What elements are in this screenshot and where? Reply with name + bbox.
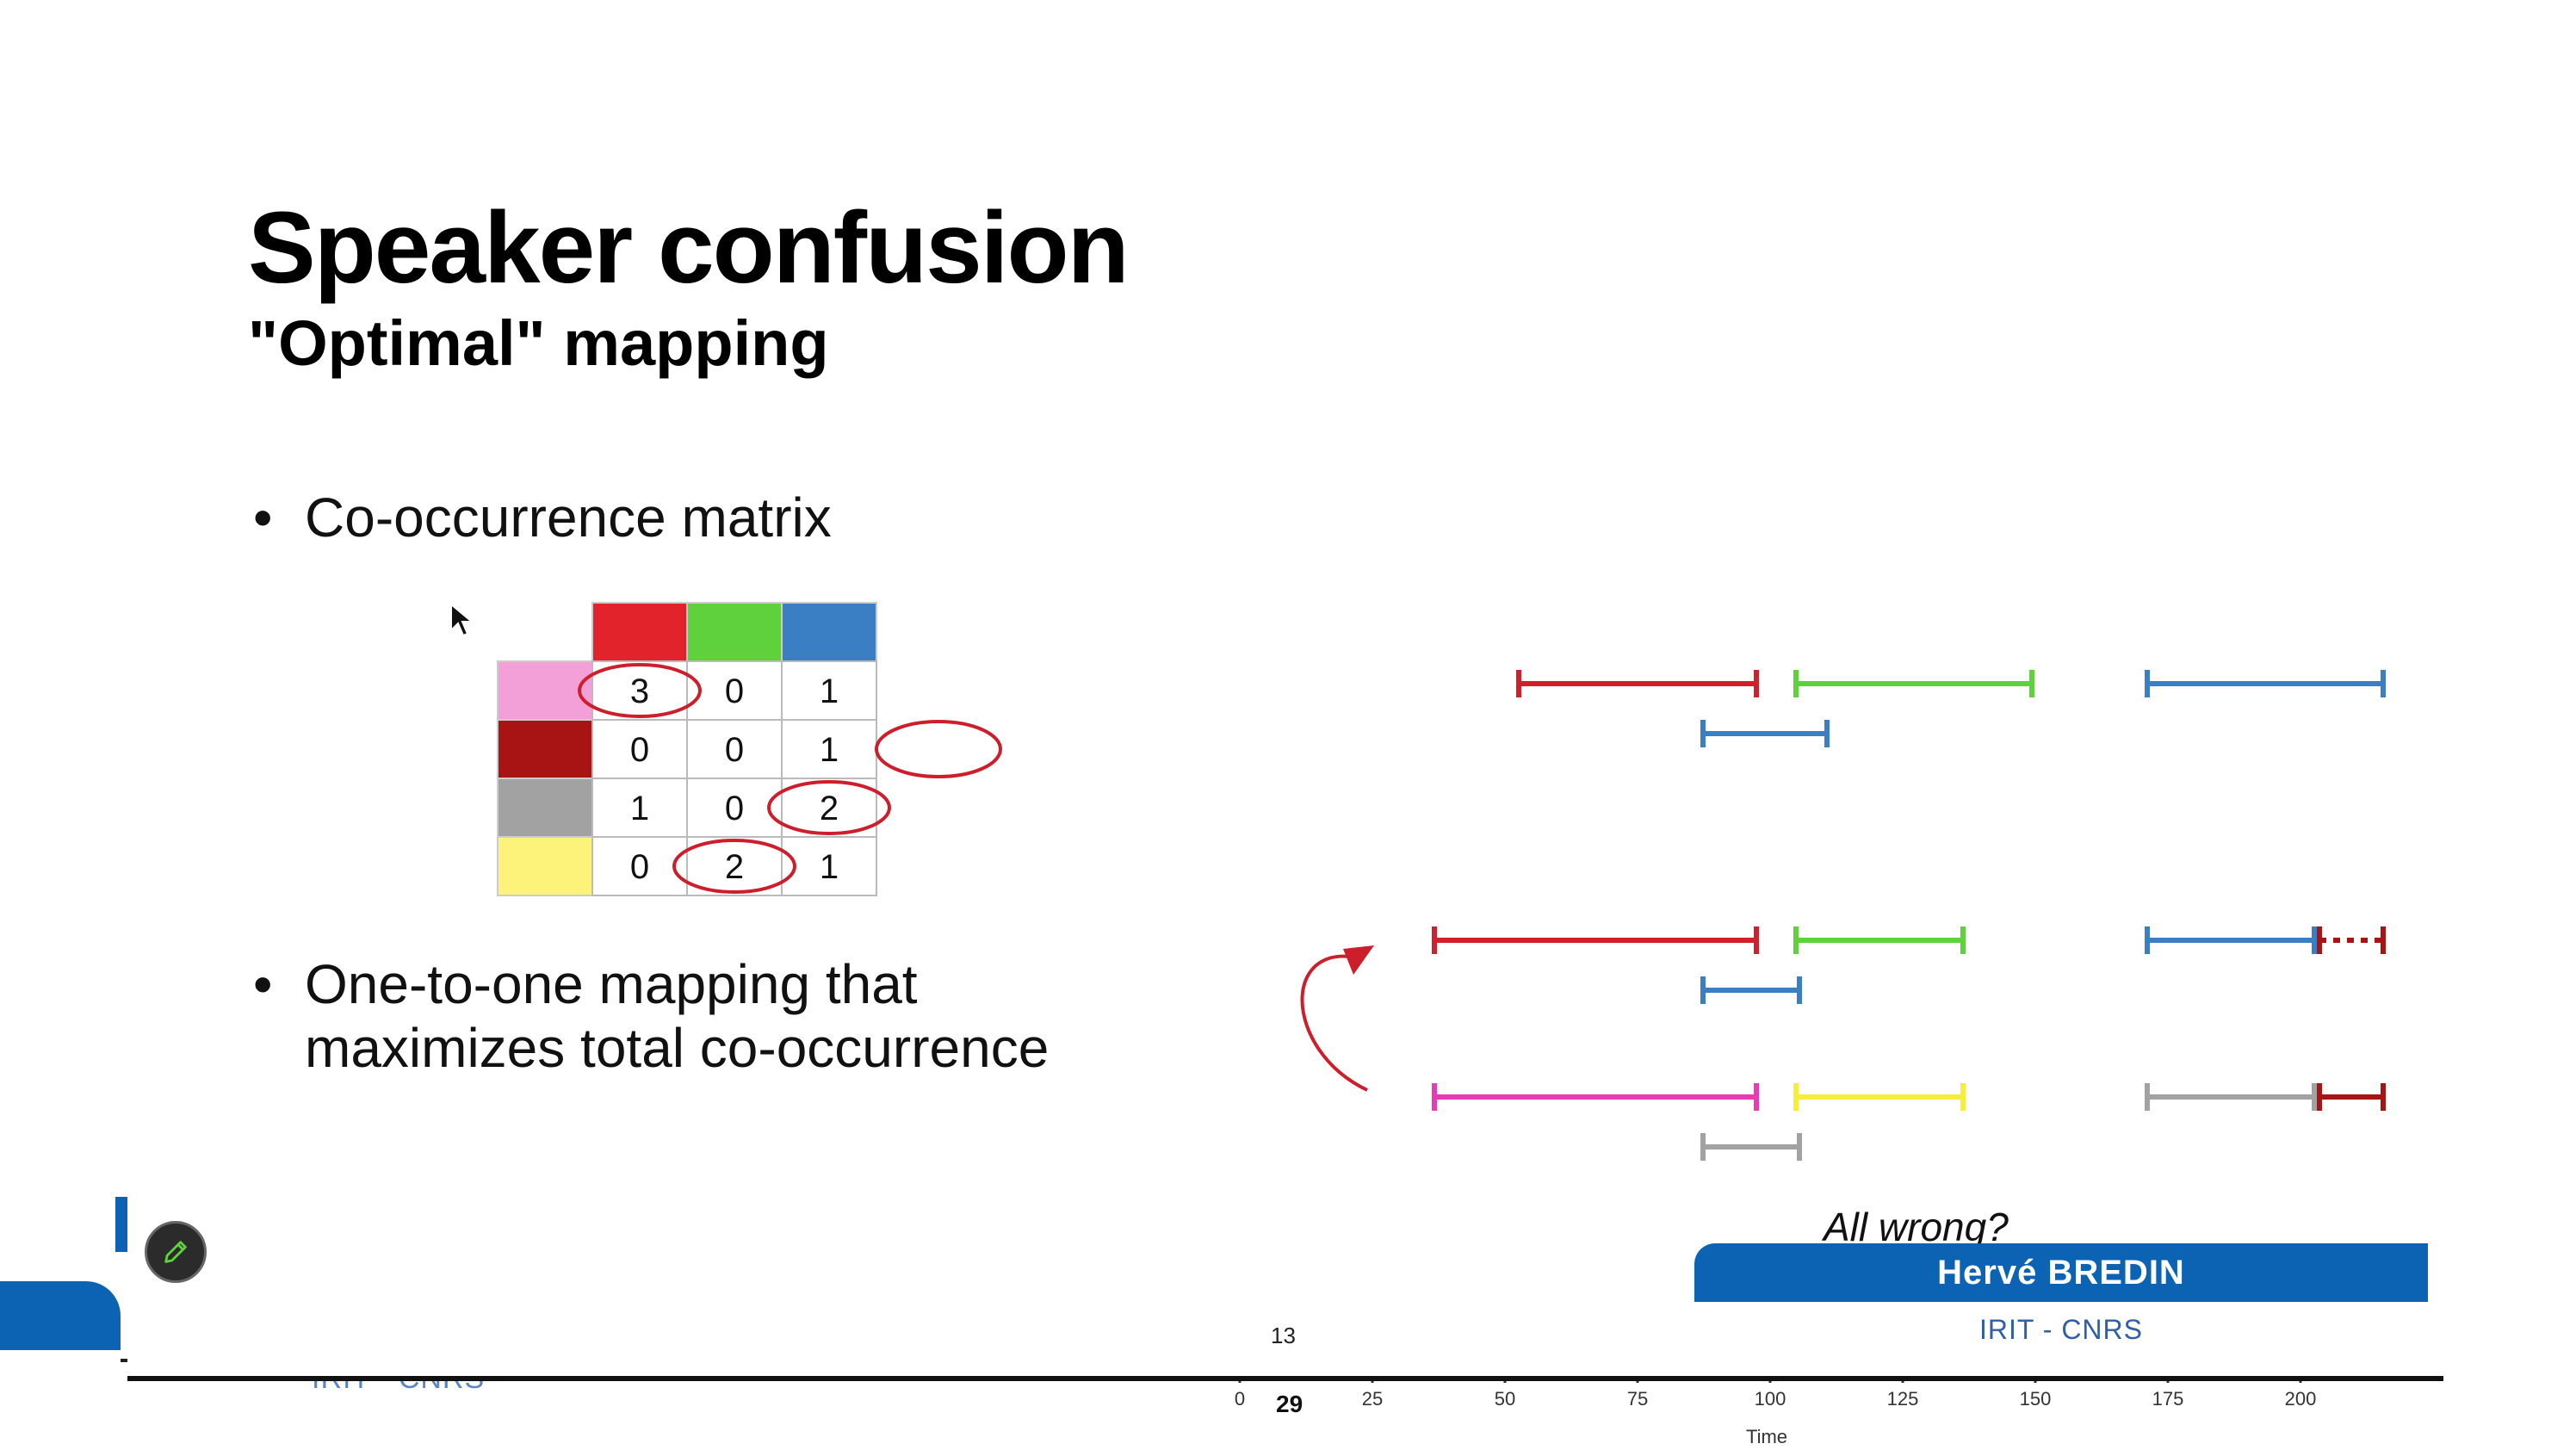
- matrix-highlight-circle: [767, 780, 891, 835]
- bullet-line-2: maximizes total co-occurrence: [305, 1017, 1050, 1079]
- bullet-one-to-one: • One-to-one mapping that maximizes tota…: [253, 952, 1050, 1080]
- segment-darkred-dotted: [2317, 926, 2386, 954]
- segment-red-ref: [1516, 670, 1759, 697]
- matrix-row-header: [497, 660, 593, 721]
- axis-tick-label: 125: [1887, 1388, 1919, 1410]
- co-occurrence-matrix: 3 0 1 0 0 1 1 0 2 0 2 1: [497, 602, 1002, 896]
- matrix-cell-value: 1: [820, 848, 839, 886]
- segment-blue-ref: [2145, 670, 2386, 697]
- segment-yellow-hyp: [1793, 1083, 1966, 1111]
- slide-number: 13: [1271, 1323, 1296, 1348]
- matrix-highlight-circle: [578, 663, 702, 718]
- segment-pink-hyp: [1432, 1083, 1759, 1111]
- matrix-cell: [781, 660, 877, 721]
- matrix-cell-value: 2: [820, 790, 839, 827]
- speaker-timelines: [1300, 670, 2386, 1161]
- segment-red-mapped: [1432, 926, 1759, 954]
- slide-subtitle: "Optimal" mapping: [248, 307, 829, 379]
- segment-blue-mapped: [2145, 926, 2317, 954]
- segment-blue-ref-2: [1700, 720, 1830, 747]
- segment-blue-mapped-2: [1700, 976, 1802, 1004]
- matrix-column-header: [686, 602, 783, 662]
- matrix-cell-value: 0: [725, 672, 744, 710]
- segment-gray-hyp: [2145, 1083, 2317, 1111]
- mapping-arrowhead: [1343, 945, 1374, 975]
- axis-tick-label: 100: [1755, 1388, 1786, 1410]
- speaker-name-banner: Hervé BREDIN: [1694, 1243, 2428, 1302]
- bullet-co-occurrence: • Co-occurrence matrix: [253, 486, 832, 549]
- segment-darkred-hyp: [2317, 1083, 2386, 1111]
- matrix-highlight-circle: [672, 839, 796, 894]
- matrix-column-header: [781, 602, 877, 662]
- axis-tick-label: 75: [1627, 1388, 1648, 1410]
- mapping-arrow: [1300, 954, 1368, 1092]
- matrix-cell-value: 1: [630, 790, 649, 827]
- axis-tick-label: 25: [1362, 1388, 1383, 1410]
- matrix-cell: [686, 719, 783, 779]
- matrix-cell-value: 0: [725, 731, 744, 769]
- time-overlay: 29: [1276, 1391, 1303, 1417]
- axis-tick-label: 150: [2020, 1388, 2052, 1410]
- matrix-row-header: [497, 719, 593, 779]
- presentation-slide: Speaker confusion "Optimal" mapping • Co…: [127, 76, 2443, 1381]
- mouse-pointer-icon: [450, 603, 474, 637]
- co-occurrence-diagram: 3 0 1 0 0 1 1 0 2 0 2 1: [497, 602, 2386, 1161]
- slide-title: Speaker confusion: [248, 191, 1130, 305]
- matrix-cell-value: 3: [630, 672, 649, 710]
- bullet-symbol: •: [253, 953, 273, 1015]
- matrix-column-header: [591, 602, 688, 662]
- annotate-pen-button[interactable]: [145, 1221, 207, 1283]
- axis-label: Time: [1746, 1426, 1787, 1447]
- axis-tick-label: 50: [1495, 1388, 1515, 1410]
- matrix-cell-value: 0: [630, 848, 649, 886]
- matrix-cell: [591, 778, 688, 838]
- matrix-cell: [781, 836, 877, 896]
- matrix-cell: [591, 660, 688, 721]
- matrix-cell: [781, 719, 877, 779]
- matrix-cell-value: 0: [630, 731, 649, 769]
- matrix-cell: [686, 778, 783, 838]
- segment-green-ref: [1793, 670, 2034, 697]
- matrix-cell: [591, 836, 688, 896]
- matrix-cell: [686, 660, 783, 721]
- bullet-line-1: One-to-one mapping that: [305, 953, 918, 1015]
- pencil-icon: [164, 1241, 187, 1263]
- matrix-cell-value: 0: [725, 790, 744, 827]
- axis-tick-label: 175: [2152, 1388, 2184, 1410]
- segment-green-mapped: [1793, 926, 1966, 954]
- segment-gray-hyp-2: [1700, 1133, 1802, 1161]
- matrix-cell-value: 1: [820, 672, 839, 710]
- axis-tick-label: 0: [1235, 1388, 1245, 1410]
- bullet-text: Co-occurrence matrix: [305, 486, 832, 548]
- background-blue-edge: [115, 1197, 129, 1252]
- matrix-row-header: [497, 836, 593, 896]
- matrix-cell-value: 2: [725, 848, 744, 886]
- axis-tick-label: 200: [2285, 1388, 2317, 1410]
- matrix-row-header: [497, 778, 593, 838]
- bullet-symbol: •: [253, 486, 273, 548]
- matrix-cell: [781, 778, 877, 838]
- empty-highlight-circle: [875, 720, 1002, 778]
- matrix-cell-value: 1: [820, 731, 839, 769]
- background-blue-tab: [0, 1281, 121, 1350]
- caption-all-wrong: All wrong?: [1824, 1205, 2009, 1249]
- speaker-affiliation: IRIT - CNRS: [1979, 1314, 2143, 1345]
